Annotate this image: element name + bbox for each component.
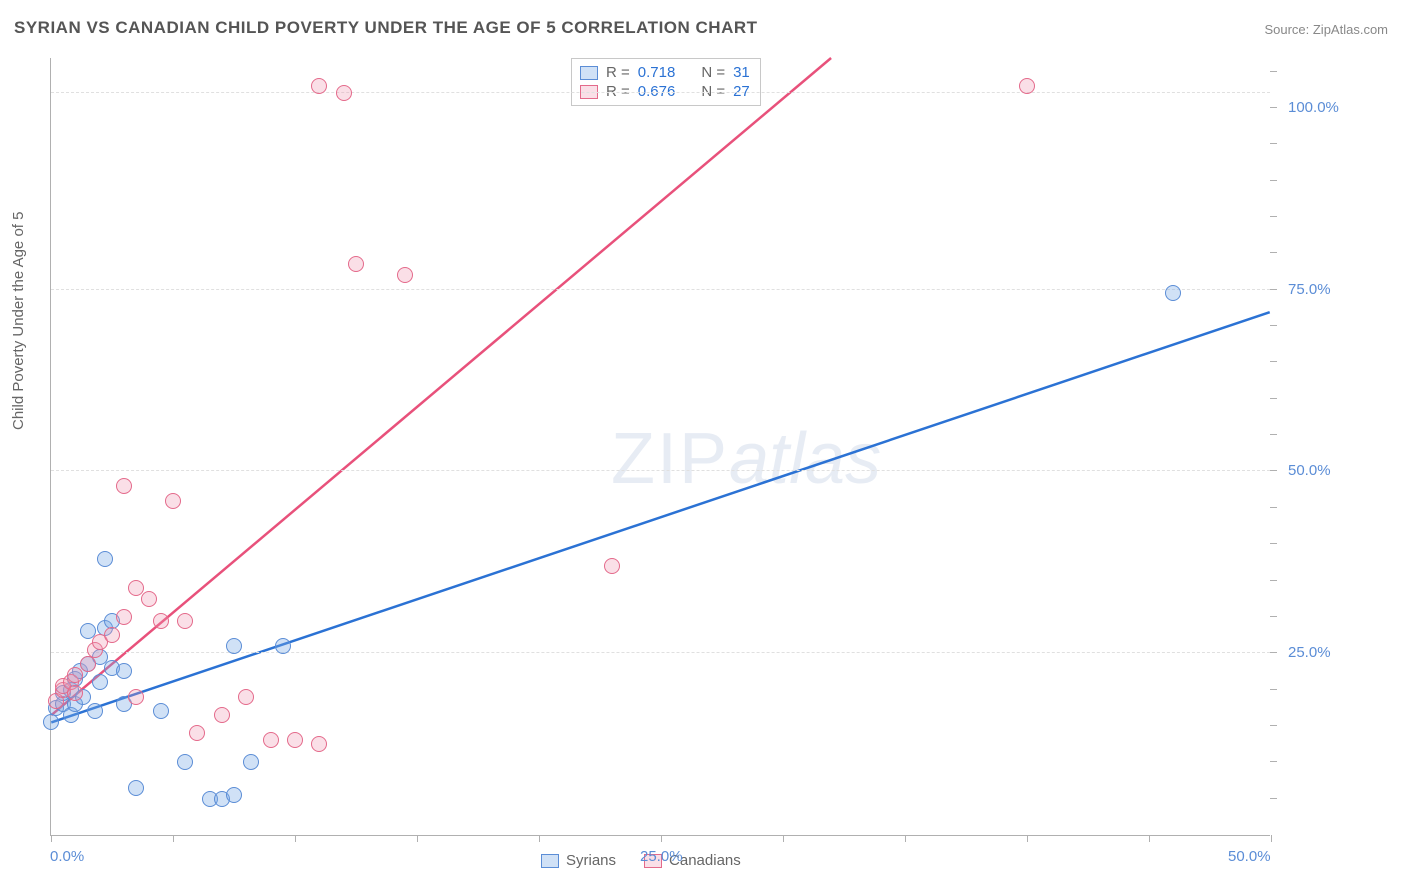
regression-line-syrians	[51, 312, 1269, 722]
data-point-syrians	[87, 703, 103, 719]
y-tick	[1270, 71, 1277, 72]
x-tick	[417, 835, 418, 842]
y-tick	[1270, 107, 1277, 108]
regression-lines	[51, 58, 1270, 835]
legend-stat-row: R = 0.718 N = 31	[580, 63, 750, 82]
grid-line	[51, 92, 1270, 93]
legend-r-value: 0.718	[638, 64, 676, 81]
x-tick	[661, 835, 662, 842]
x-tick	[783, 835, 784, 842]
data-point-canadians	[80, 656, 96, 672]
data-point-syrians	[43, 714, 59, 730]
y-tick-label: 75.0%	[1288, 281, 1331, 298]
data-point-syrians	[226, 787, 242, 803]
data-point-syrians	[275, 638, 291, 654]
y-tick	[1270, 580, 1277, 581]
data-point-canadians	[604, 558, 620, 574]
legend-r-label: R =	[606, 64, 630, 81]
legend-swatch	[580, 66, 598, 80]
data-point-syrians	[116, 663, 132, 679]
y-tick	[1270, 143, 1277, 144]
data-point-syrians	[243, 754, 259, 770]
x-tick	[1149, 835, 1150, 842]
legend-swatch	[541, 854, 559, 868]
data-point-canadians	[116, 609, 132, 625]
y-tick	[1270, 689, 1277, 690]
data-point-syrians	[153, 703, 169, 719]
data-point-canadians	[153, 613, 169, 629]
data-point-canadians	[116, 478, 132, 494]
x-tick	[51, 835, 52, 842]
legend-item-syrians: Syrians	[541, 852, 616, 869]
y-tick	[1270, 180, 1277, 181]
source-label: Source: ZipAtlas.com	[1264, 22, 1388, 37]
legend-n-label: N =	[701, 64, 725, 81]
grid-line	[51, 470, 1270, 471]
y-tick-label: 25.0%	[1288, 644, 1331, 661]
data-point-canadians	[141, 591, 157, 607]
y-tick	[1270, 761, 1277, 762]
data-point-canadians	[311, 78, 327, 94]
data-point-canadians	[189, 725, 205, 741]
regression-line-canadians	[51, 58, 831, 715]
y-tick	[1270, 652, 1277, 653]
data-point-canadians	[311, 736, 327, 752]
data-point-canadians	[287, 732, 303, 748]
x-tick	[1271, 835, 1272, 842]
y-tick	[1270, 216, 1277, 217]
data-point-canadians	[348, 256, 364, 272]
y-tick	[1270, 398, 1277, 399]
data-point-canadians	[1019, 78, 1035, 94]
data-point-canadians	[104, 627, 120, 643]
data-point-syrians	[1165, 285, 1181, 301]
y-tick	[1270, 507, 1277, 508]
x-tick-label: 25.0%	[640, 848, 683, 865]
data-point-canadians	[238, 689, 254, 705]
y-tick	[1270, 616, 1277, 617]
y-tick	[1270, 252, 1277, 253]
data-point-canadians	[128, 689, 144, 705]
data-point-canadians	[67, 685, 83, 701]
x-tick	[1027, 835, 1028, 842]
x-tick	[173, 835, 174, 842]
x-tick	[295, 835, 296, 842]
data-point-syrians	[177, 754, 193, 770]
legend-n-value: 31	[733, 64, 750, 81]
y-tick	[1270, 434, 1277, 435]
y-tick	[1270, 470, 1277, 471]
data-point-canadians	[214, 707, 230, 723]
data-point-syrians	[97, 551, 113, 567]
data-point-canadians	[177, 613, 193, 629]
y-tick-label: 100.0%	[1288, 99, 1339, 116]
x-tick	[905, 835, 906, 842]
data-point-syrians	[226, 638, 242, 654]
plot-area: ZIPatlas R =0.718N =31R =0.676N =27 Syri…	[50, 58, 1270, 836]
chart-container: SYRIAN VS CANADIAN CHILD POVERTY UNDER T…	[0, 0, 1406, 892]
data-point-syrians	[128, 780, 144, 796]
y-axis-label: Child Poverty Under the Age of 5	[10, 212, 27, 430]
chart-title: SYRIAN VS CANADIAN CHILD POVERTY UNDER T…	[14, 18, 758, 38]
y-tick-label: 50.0%	[1288, 462, 1331, 479]
y-tick	[1270, 289, 1277, 290]
y-tick	[1270, 798, 1277, 799]
y-tick	[1270, 361, 1277, 362]
legend-label: Syrians	[566, 852, 616, 869]
y-tick	[1270, 725, 1277, 726]
x-tick	[539, 835, 540, 842]
x-tick-label: 0.0%	[50, 848, 84, 865]
y-tick	[1270, 325, 1277, 326]
data-point-canadians	[397, 267, 413, 283]
legend-stats: R =0.718N =31R =0.676N =27	[571, 58, 761, 106]
data-point-canadians	[336, 85, 352, 101]
x-tick-label: 50.0%	[1228, 848, 1271, 865]
data-point-canadians	[165, 493, 181, 509]
data-point-syrians	[92, 674, 108, 690]
data-point-canadians	[263, 732, 279, 748]
y-tick	[1270, 543, 1277, 544]
grid-line	[51, 289, 1270, 290]
